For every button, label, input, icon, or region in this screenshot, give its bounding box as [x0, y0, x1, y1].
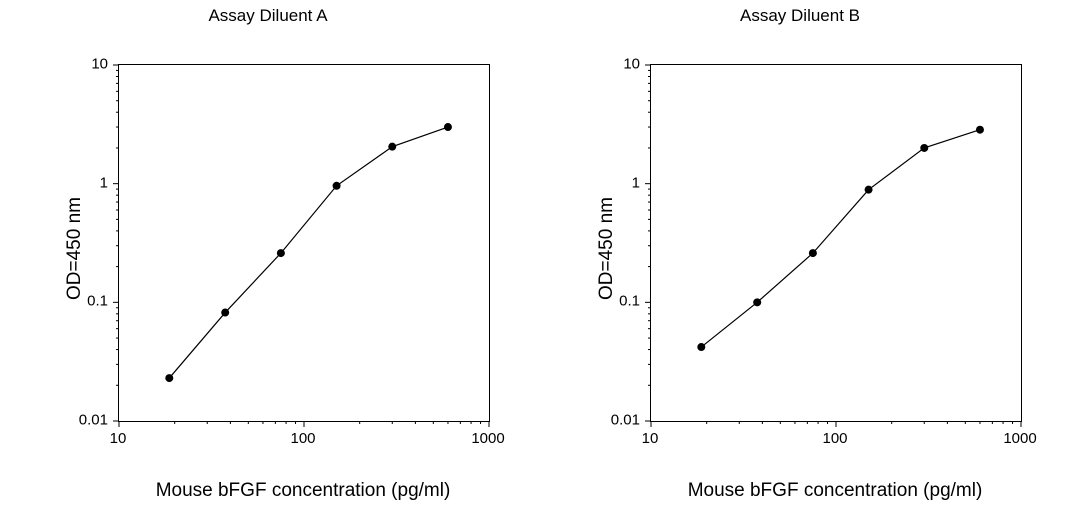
data-point [277, 249, 285, 257]
y-tick-label: 0.1 [68, 293, 108, 310]
data-point [333, 182, 341, 190]
data-point [809, 249, 817, 257]
chart-panel-b: Assay Diluent B OD=450 nm Mouse bFGF con… [550, 0, 1050, 527]
y-axis-label-b: OD=450 nm [596, 197, 618, 300]
y-tick-label: 1 [600, 174, 640, 191]
x-tick-label: 10 [642, 430, 659, 447]
data-point [165, 374, 173, 382]
y-tick-label: 1 [68, 174, 108, 191]
chart-svg-b [651, 65, 1021, 421]
y-tick-label: 10 [600, 56, 640, 73]
data-point [221, 309, 229, 317]
data-point [697, 343, 705, 351]
chart-svg-a [119, 65, 489, 421]
x-tick-label: 1000 [1003, 430, 1036, 447]
data-point [444, 123, 452, 131]
chart-title-b: Assay Diluent B [550, 6, 1050, 26]
x-tick-label: 1000 [471, 430, 504, 447]
chart-title-a: Assay Diluent A [18, 6, 518, 26]
x-tick-label: 100 [822, 430, 847, 447]
x-axis-label-a: Mouse bFGF concentration (pg/ml) [98, 480, 508, 502]
x-tick-label: 100 [290, 430, 315, 447]
plot-area-a [118, 64, 490, 422]
data-line [169, 127, 448, 378]
x-tick-label: 10 [110, 430, 127, 447]
plot-area-b [650, 64, 1022, 422]
data-point [388, 143, 396, 151]
data-line [701, 130, 980, 347]
x-axis-label-b: Mouse bFGF concentration (pg/ml) [630, 480, 1040, 502]
y-tick-label: 0.01 [68, 412, 108, 429]
data-point [976, 126, 984, 134]
data-point [920, 144, 928, 152]
y-axis-label-a: OD=450 nm [64, 197, 86, 300]
y-tick-label: 0.1 [600, 293, 640, 310]
y-tick-label: 0.01 [600, 412, 640, 429]
data-point [753, 298, 761, 306]
data-point [865, 186, 873, 194]
chart-panel-a: Assay Diluent A OD=450 nm Mouse bFGF con… [18, 0, 518, 527]
y-tick-label: 10 [68, 56, 108, 73]
